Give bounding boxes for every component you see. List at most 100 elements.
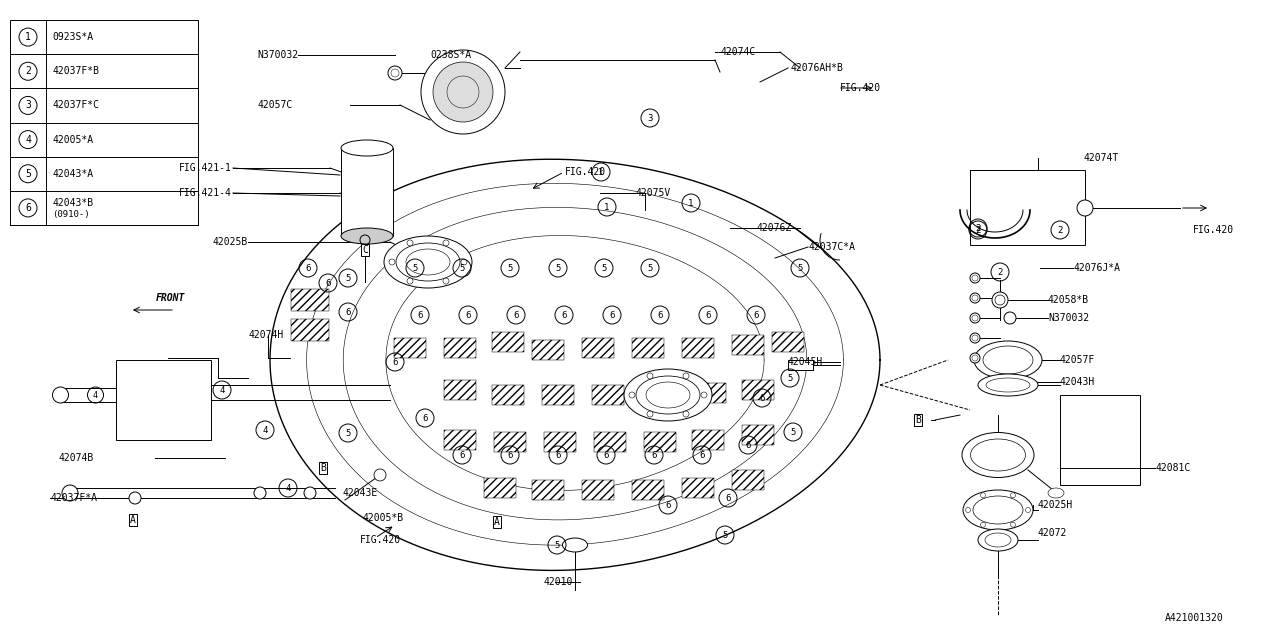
Bar xyxy=(291,289,329,311)
Bar xyxy=(742,425,774,445)
Bar xyxy=(394,338,426,358)
Text: 4: 4 xyxy=(93,390,99,399)
Circle shape xyxy=(992,292,1009,308)
Text: 42037F*A: 42037F*A xyxy=(50,493,97,503)
Text: 42074C: 42074C xyxy=(721,47,755,57)
Text: 42037F*B: 42037F*B xyxy=(52,67,99,76)
Circle shape xyxy=(374,469,387,481)
Circle shape xyxy=(980,493,986,498)
Text: 5: 5 xyxy=(554,541,559,550)
Ellipse shape xyxy=(974,341,1042,379)
Text: 5: 5 xyxy=(346,273,351,282)
Text: 6: 6 xyxy=(460,451,465,460)
Bar xyxy=(694,383,726,403)
Circle shape xyxy=(443,278,449,284)
Bar xyxy=(732,470,764,490)
Text: 42037F*C: 42037F*C xyxy=(52,100,99,111)
Text: 5: 5 xyxy=(787,374,792,383)
Bar xyxy=(788,360,813,370)
Bar xyxy=(970,170,1085,245)
Text: 6: 6 xyxy=(417,310,422,319)
Text: 2: 2 xyxy=(997,268,1002,276)
Circle shape xyxy=(389,259,396,265)
Circle shape xyxy=(970,293,980,303)
Text: 6: 6 xyxy=(26,203,31,213)
Ellipse shape xyxy=(963,433,1034,477)
Text: FRONT: FRONT xyxy=(155,293,184,303)
Text: FIG.420: FIG.420 xyxy=(564,167,607,177)
Text: 42010: 42010 xyxy=(543,577,572,587)
Circle shape xyxy=(421,50,506,134)
Bar xyxy=(682,338,714,358)
Text: 6: 6 xyxy=(609,310,614,319)
Text: 6: 6 xyxy=(346,307,351,317)
Text: 6: 6 xyxy=(556,451,561,460)
Text: 6: 6 xyxy=(562,310,567,319)
Bar xyxy=(742,380,774,400)
Text: 6: 6 xyxy=(603,451,609,460)
Text: 42025H: 42025H xyxy=(1038,500,1073,510)
Text: 6: 6 xyxy=(466,310,471,319)
Bar xyxy=(582,338,614,358)
Text: 42057C: 42057C xyxy=(257,100,293,110)
Bar xyxy=(582,480,614,500)
Bar xyxy=(632,480,664,500)
Bar xyxy=(732,335,764,355)
Text: N370032: N370032 xyxy=(1048,313,1089,323)
Text: 6: 6 xyxy=(705,310,710,319)
Text: FIG.420: FIG.420 xyxy=(360,535,401,545)
Circle shape xyxy=(253,487,266,499)
Bar xyxy=(10,20,198,225)
Circle shape xyxy=(443,240,449,246)
Text: 6: 6 xyxy=(759,394,764,403)
Text: 0238S*A: 0238S*A xyxy=(430,50,471,60)
Text: 42043*B: 42043*B xyxy=(52,198,93,208)
Circle shape xyxy=(628,392,635,398)
Circle shape xyxy=(1010,493,1015,498)
Text: A: A xyxy=(131,515,136,525)
Text: B: B xyxy=(915,415,920,425)
Text: 5: 5 xyxy=(648,264,653,273)
Text: 6: 6 xyxy=(754,310,759,319)
Text: N370032: N370032 xyxy=(257,50,298,60)
Text: 42074H: 42074H xyxy=(248,330,283,340)
Circle shape xyxy=(701,392,707,398)
Text: 1: 1 xyxy=(604,202,609,211)
Text: 5: 5 xyxy=(556,264,561,273)
Ellipse shape xyxy=(562,538,588,552)
Circle shape xyxy=(461,259,467,265)
Text: 42076AH*B: 42076AH*B xyxy=(790,63,842,73)
Text: 1: 1 xyxy=(26,32,31,42)
Bar xyxy=(492,332,524,352)
Text: 4: 4 xyxy=(285,483,291,493)
Text: 4: 4 xyxy=(219,385,225,394)
Text: 42037C*A: 42037C*A xyxy=(808,242,855,252)
Bar xyxy=(532,480,564,500)
Text: 6: 6 xyxy=(306,264,311,273)
Circle shape xyxy=(970,273,980,283)
Bar xyxy=(644,432,676,452)
Circle shape xyxy=(970,333,980,343)
Text: 1: 1 xyxy=(598,168,604,177)
Ellipse shape xyxy=(340,228,393,244)
Text: 42045H: 42045H xyxy=(787,357,822,367)
Circle shape xyxy=(129,492,141,504)
Text: 6: 6 xyxy=(392,358,398,367)
Circle shape xyxy=(52,387,69,403)
Text: 42043E: 42043E xyxy=(342,488,378,498)
Text: 42005*B: 42005*B xyxy=(362,513,403,523)
Text: 2: 2 xyxy=(26,67,31,76)
Text: 0923S*A: 0923S*A xyxy=(52,32,93,42)
Bar xyxy=(494,432,526,452)
Text: 5: 5 xyxy=(797,264,803,273)
Circle shape xyxy=(1010,522,1015,527)
Circle shape xyxy=(61,485,78,501)
Bar xyxy=(115,360,210,440)
Circle shape xyxy=(980,522,986,527)
Bar xyxy=(772,332,804,352)
Text: 6: 6 xyxy=(658,310,663,319)
Circle shape xyxy=(965,508,970,513)
Circle shape xyxy=(407,240,413,246)
Text: 42025B: 42025B xyxy=(212,237,248,247)
Text: 5: 5 xyxy=(26,169,31,179)
